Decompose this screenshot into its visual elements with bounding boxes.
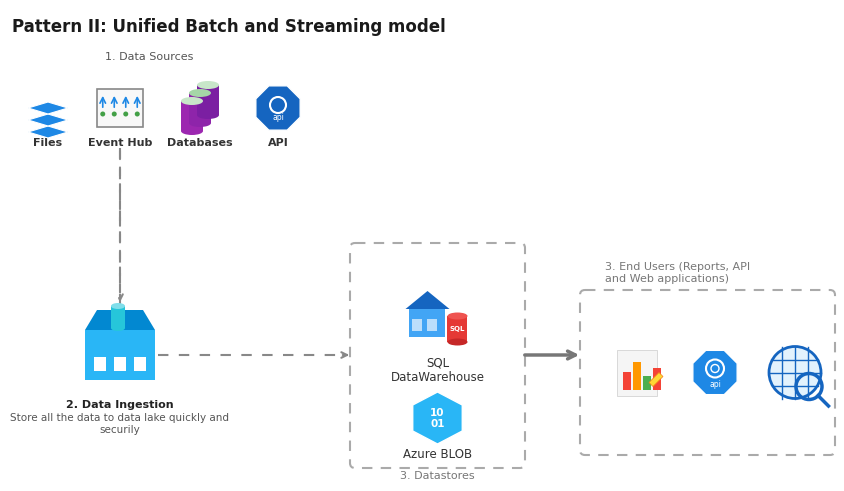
Text: SQL: SQL bbox=[449, 326, 465, 332]
Circle shape bbox=[710, 364, 718, 373]
FancyBboxPatch shape bbox=[85, 330, 154, 380]
Polygon shape bbox=[28, 114, 68, 126]
Polygon shape bbox=[648, 373, 663, 386]
FancyBboxPatch shape bbox=[111, 306, 125, 328]
Polygon shape bbox=[405, 291, 449, 309]
Ellipse shape bbox=[447, 338, 467, 346]
FancyBboxPatch shape bbox=[181, 101, 203, 131]
FancyBboxPatch shape bbox=[409, 309, 445, 337]
FancyBboxPatch shape bbox=[616, 350, 657, 395]
Text: 3. End Users (Reports, API
and Web applications): 3. End Users (Reports, API and Web appli… bbox=[604, 262, 749, 284]
Text: Store all the data to data lake quickly and
securily: Store all the data to data lake quickly … bbox=[10, 413, 230, 435]
Text: Event Hub: Event Hub bbox=[88, 138, 152, 148]
FancyBboxPatch shape bbox=[197, 85, 219, 115]
Circle shape bbox=[123, 111, 128, 116]
Text: 01: 01 bbox=[430, 419, 444, 429]
Ellipse shape bbox=[197, 111, 219, 119]
Ellipse shape bbox=[181, 97, 203, 105]
FancyBboxPatch shape bbox=[642, 376, 650, 389]
FancyBboxPatch shape bbox=[632, 361, 641, 389]
FancyBboxPatch shape bbox=[652, 367, 660, 389]
Ellipse shape bbox=[447, 312, 467, 320]
Text: Azure BLOB: Azure BLOB bbox=[403, 448, 472, 461]
FancyBboxPatch shape bbox=[114, 357, 126, 371]
Text: api: api bbox=[272, 112, 284, 121]
Polygon shape bbox=[28, 126, 68, 138]
Ellipse shape bbox=[111, 303, 125, 309]
Text: 1. Data Sources: 1. Data Sources bbox=[105, 52, 193, 62]
Circle shape bbox=[111, 111, 116, 116]
FancyBboxPatch shape bbox=[412, 319, 422, 331]
Text: Databases: Databases bbox=[167, 138, 233, 148]
Ellipse shape bbox=[181, 127, 203, 135]
Ellipse shape bbox=[111, 325, 125, 331]
Text: SQL
DataWarehouse: SQL DataWarehouse bbox=[390, 356, 484, 384]
FancyBboxPatch shape bbox=[94, 357, 106, 371]
FancyBboxPatch shape bbox=[97, 89, 143, 127]
Circle shape bbox=[768, 347, 820, 399]
Polygon shape bbox=[85, 310, 154, 330]
FancyBboxPatch shape bbox=[579, 290, 834, 455]
Circle shape bbox=[100, 111, 106, 116]
FancyBboxPatch shape bbox=[447, 316, 467, 342]
FancyBboxPatch shape bbox=[134, 357, 146, 371]
FancyBboxPatch shape bbox=[189, 93, 211, 123]
Polygon shape bbox=[412, 392, 462, 444]
Text: 2. Data Ingestion: 2. Data Ingestion bbox=[66, 400, 174, 410]
FancyBboxPatch shape bbox=[622, 372, 630, 389]
Text: Pattern II: Unified Batch and Streaming model: Pattern II: Unified Batch and Streaming … bbox=[12, 18, 446, 36]
FancyBboxPatch shape bbox=[349, 243, 524, 468]
Ellipse shape bbox=[197, 81, 219, 89]
Text: API: API bbox=[268, 138, 288, 148]
Polygon shape bbox=[28, 102, 68, 114]
Polygon shape bbox=[256, 86, 300, 130]
Text: 3. Datastores: 3. Datastores bbox=[400, 471, 474, 481]
Text: Files: Files bbox=[34, 138, 62, 148]
Polygon shape bbox=[692, 350, 736, 395]
Circle shape bbox=[134, 111, 139, 116]
Text: api: api bbox=[708, 380, 720, 389]
FancyBboxPatch shape bbox=[427, 319, 437, 331]
Ellipse shape bbox=[189, 119, 211, 127]
Text: 10: 10 bbox=[430, 408, 444, 418]
Ellipse shape bbox=[189, 89, 211, 97]
